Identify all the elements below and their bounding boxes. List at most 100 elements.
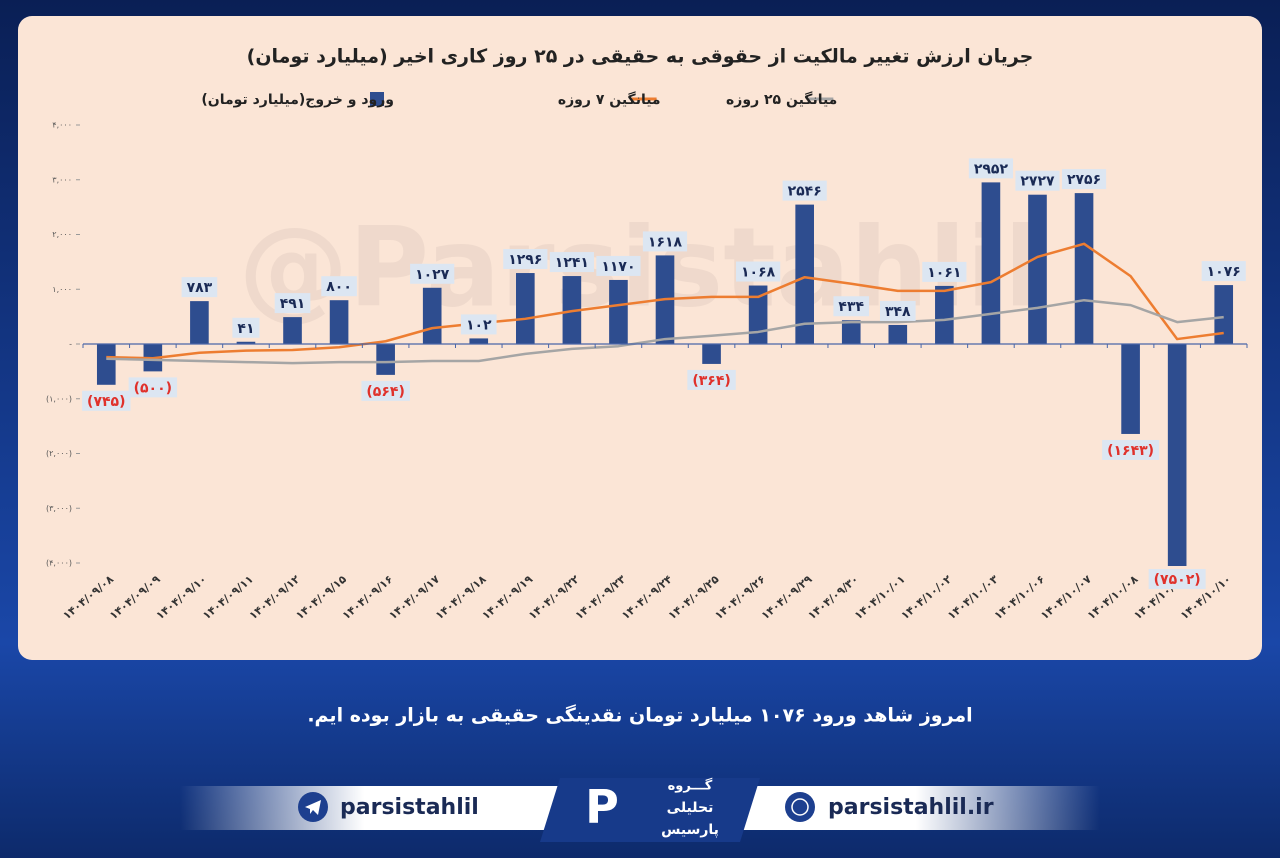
bar xyxy=(888,324,908,344)
data-label: ۱۲۴۱ xyxy=(555,255,589,271)
legend-label: میانگین ۷ روزه xyxy=(558,91,661,108)
data-label-box xyxy=(82,390,131,411)
data-label: ۱۲۹۶ xyxy=(508,252,542,268)
logo-text: گـــروه xyxy=(668,778,713,794)
data-label: ۱۰۶۱ xyxy=(927,265,961,281)
logo-text: تحلیلی xyxy=(667,800,714,816)
bar xyxy=(795,204,814,344)
plot-area xyxy=(96,182,1234,566)
data-label: (۵۰۰) xyxy=(134,380,172,396)
data-label: (۵۶۴) xyxy=(366,384,404,400)
data-label: ۱۰۲۷ xyxy=(415,267,450,283)
data-label-box xyxy=(1061,169,1107,190)
chart-panel xyxy=(18,16,1262,660)
y-tick-label: - xyxy=(69,340,72,349)
y-tick-label: (۴,۰۰۰) xyxy=(46,559,72,568)
data-label: ۱۰۶۸ xyxy=(741,265,776,281)
logo-mark: P xyxy=(585,780,619,834)
legend-label: ورود و خروج(میلیارد تومان) xyxy=(201,92,394,108)
line xyxy=(106,242,1224,360)
bar xyxy=(609,279,628,344)
bar xyxy=(935,285,954,344)
web-glyph xyxy=(791,798,809,816)
data-label-box xyxy=(968,158,1014,179)
bar xyxy=(748,285,768,344)
y-tick-label: (۱,۰۰۰) xyxy=(46,394,72,403)
data-label-box xyxy=(503,249,548,270)
bar xyxy=(1074,193,1094,344)
data-label-box xyxy=(181,277,218,298)
data-label: ۴۳۴ xyxy=(838,299,864,315)
bar xyxy=(1214,285,1234,344)
data-label: (۱۶۴۳) xyxy=(1107,443,1154,459)
data-label: ۷۸۳ xyxy=(187,280,213,296)
data-label: ۸۰۰ xyxy=(326,279,352,295)
legend-label: میانگین ۲۵ روزه xyxy=(726,91,837,108)
bar xyxy=(422,287,442,344)
bar xyxy=(516,273,535,344)
bar xyxy=(981,182,1001,344)
data-label-box xyxy=(833,296,870,317)
bar xyxy=(329,300,349,344)
telegram-handle[interactable]: parsistahlil xyxy=(340,795,479,820)
data-label: ۱۰۲ xyxy=(466,317,492,333)
bar xyxy=(1167,344,1187,566)
data-label-box xyxy=(1102,439,1160,460)
data-label-box xyxy=(782,180,827,201)
data-label: (۳۶۴) xyxy=(692,373,730,389)
y-tick-label: ۴,۰۰۰ xyxy=(52,121,72,130)
bar xyxy=(469,338,489,344)
data-label-box xyxy=(274,293,311,314)
data-label: (۷۵۰۲) xyxy=(1154,572,1201,588)
bar xyxy=(376,344,395,375)
data-label: ۱۶۱۸ xyxy=(648,234,683,250)
logo-text: پارسیس xyxy=(661,822,719,838)
bar xyxy=(190,301,209,344)
data-label-box xyxy=(460,314,497,335)
data-label-box xyxy=(321,276,357,297)
data-label-box xyxy=(1201,261,1246,282)
data-label: ۲۷۵۶ xyxy=(1067,172,1101,188)
bar xyxy=(841,320,861,344)
y-tick-label: ۲,۰۰۰ xyxy=(52,230,72,239)
web-icon xyxy=(785,792,815,822)
data-label-box xyxy=(549,252,594,273)
logo-plate xyxy=(540,778,760,842)
data-label-box xyxy=(596,255,641,276)
line xyxy=(106,298,1224,365)
y-tick-label: (۳,۰۰۰) xyxy=(46,504,72,513)
data-label-box xyxy=(232,317,260,338)
data-label-box xyxy=(642,231,688,252)
data-label-box xyxy=(922,261,967,282)
telegram-glyph xyxy=(305,800,321,815)
bar xyxy=(96,344,116,385)
data-label: ۲۵۴۶ xyxy=(788,184,822,200)
data-label: ۲۹۵۲ xyxy=(974,161,1009,177)
chart-title: جریان ارزش تغییر مالکیت از حقوقی به حقیق… xyxy=(247,46,1034,68)
data-label-box xyxy=(410,263,455,284)
y-tick-label: ۳,۰۰۰ xyxy=(52,175,72,184)
bar xyxy=(283,317,302,344)
bar xyxy=(1121,344,1140,434)
data-label: ۴۹۱ xyxy=(280,296,306,312)
y-tick-label: ۱,۰۰۰ xyxy=(52,285,72,294)
bar xyxy=(236,341,256,344)
data-label: ۲۷۲۷ xyxy=(1020,174,1055,190)
data-label-box xyxy=(361,380,410,401)
data-label-box xyxy=(879,300,916,321)
y-tick-label: (۲,۰۰۰) xyxy=(46,449,72,458)
bar xyxy=(702,344,721,364)
data-label: ۱۱۷۰ xyxy=(601,259,635,275)
bar xyxy=(1028,194,1047,344)
data-label-box xyxy=(1015,170,1060,191)
data-label: ۱۰۷۶ xyxy=(1207,264,1241,280)
website[interactable]: parsistahlil.ir xyxy=(828,795,994,820)
data-label-box xyxy=(1148,569,1206,589)
footer-message: امروز شاهد ورود ۱۰۷۶ میلیارد تومان نقدین… xyxy=(307,704,972,727)
data-label: ۴۱ xyxy=(237,321,254,337)
data-label-box xyxy=(128,377,178,398)
legend-swatch xyxy=(370,92,384,106)
data-label-box xyxy=(736,261,781,282)
